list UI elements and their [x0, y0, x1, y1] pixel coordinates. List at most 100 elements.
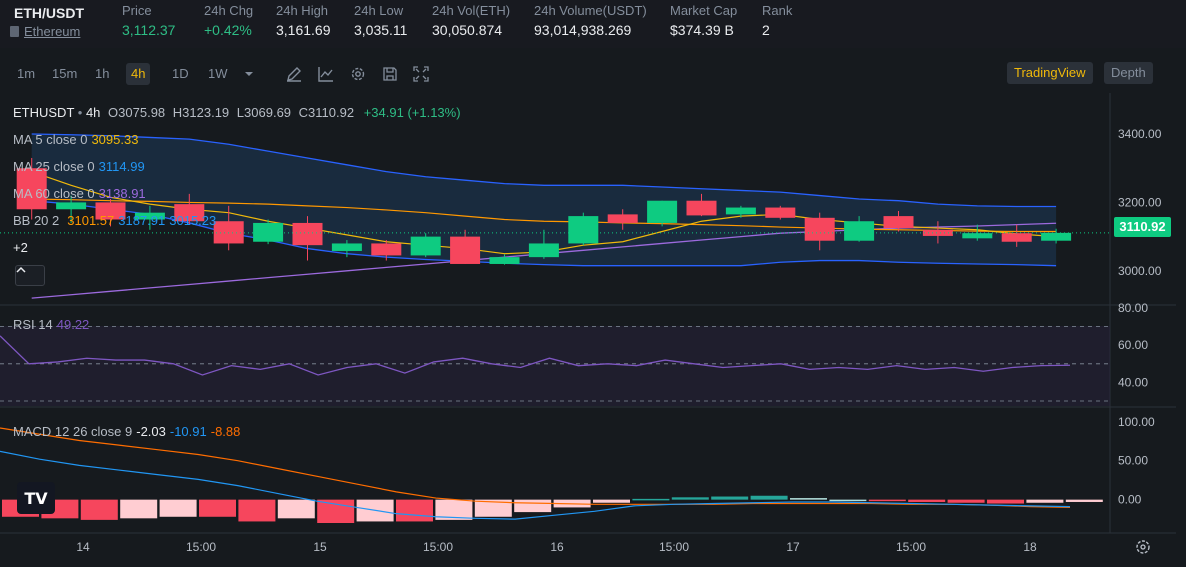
stat-24h-vol-eth: 24h Vol(ETH) 30,050.874 — [432, 3, 511, 38]
macd-tick-label: 50.00 — [1118, 454, 1148, 468]
stat-price: Price 3,112.37 — [122, 3, 176, 38]
macd-histogram-bar — [1026, 499, 1064, 503]
tab-1h[interactable]: 1h — [95, 66, 110, 81]
macd-histogram-bar — [474, 499, 512, 517]
more-indicators[interactable]: +2 — [13, 240, 28, 255]
gear-inner — [1140, 544, 1146, 550]
macd-tick-label: 100.00 — [1118, 415, 1155, 429]
candle-body — [962, 233, 993, 239]
macd-histogram-bar — [1065, 499, 1103, 502]
time-tick-label: 17 — [786, 540, 800, 554]
dropdown-caret-icon[interactable] — [240, 65, 258, 83]
rsi-legend: RSI 14 49.22 — [13, 317, 90, 332]
macd-legend: MACD 12 26 close 9 -2.03 -10.91 -8.88 — [13, 424, 241, 439]
candle-body — [725, 207, 756, 215]
legend-symbol: ETHUSDT — [13, 105, 75, 120]
bb-legend: BB 20 2 3101.57 3187.91 3015.23 — [13, 213, 217, 228]
candle-body — [607, 214, 638, 223]
candle-body — [528, 243, 559, 258]
macd-histogram-bar — [671, 497, 709, 500]
legend-low: 3069.69 — [244, 105, 292, 120]
candle-body — [253, 222, 284, 242]
candle-body — [647, 200, 678, 223]
save-icon[interactable] — [381, 65, 399, 83]
ticker-bar: ETH/USDT Ethereum Price 3,112.37 24h Chg +… — [0, 0, 1186, 48]
ma25-legend: MA 25 close 0 3114.99 — [13, 159, 145, 174]
time-tick-label: 15:00 — [423, 540, 453, 554]
candle-body — [922, 229, 953, 236]
legend-open: 3075.98 — [118, 105, 166, 120]
tab-1d[interactable]: 1D — [172, 66, 189, 81]
candle-body — [56, 202, 87, 210]
macd-line — [0, 450, 1071, 520]
legend-interval: 4h — [85, 105, 101, 120]
macd-histogram-bar — [632, 498, 670, 501]
time-tick-label: 18 — [1023, 540, 1037, 554]
macd-histogram-bar — [908, 499, 946, 502]
macd-histogram-bar — [790, 498, 827, 500]
rsi-tick-label: 40.00 — [1118, 375, 1148, 389]
tab-1w[interactable]: 1W — [208, 66, 228, 81]
fullscreen-icon[interactable] — [412, 65, 430, 83]
gear-icon[interactable] — [349, 65, 367, 83]
chevron-up-icon — [16, 266, 26, 273]
pencil-icon[interactable] — [285, 65, 303, 83]
macd-histogram-bar — [711, 496, 749, 500]
macd-histogram-bar — [987, 499, 1024, 504]
rsi-line — [0, 335, 1071, 376]
candle-body — [292, 222, 323, 246]
candle-body — [331, 243, 362, 251]
chart-area[interactable]: 3400.00 3200.00 3000.00 80.00 60.00 40.00 100.… — [0, 93, 1176, 567]
candle-body — [844, 221, 875, 241]
candle-body — [568, 216, 599, 244]
ma60-legend: MA 60 close 0 3138.91 — [13, 186, 146, 201]
candle-body — [134, 212, 165, 220]
candle-body — [1041, 232, 1072, 241]
tab-1m[interactable]: 1m — [17, 66, 36, 81]
macd-signal-line — [0, 427, 1071, 509]
coin-name[interactable]: Ethereum — [24, 24, 81, 39]
tab-15m[interactable]: 15m — [52, 66, 78, 81]
candle-body — [95, 202, 126, 220]
candle-body — [804, 217, 835, 241]
candle-body — [371, 243, 402, 256]
line-chart-icon[interactable] — [317, 65, 335, 83]
rsi-tick-label: 60.00 — [1118, 338, 1148, 352]
axis-settings-icon[interactable] — [1136, 540, 1150, 554]
ma25-line — [31, 198, 1057, 233]
candle-body — [489, 257, 520, 264]
rsi-tick-label: 80.00 — [1118, 301, 1148, 315]
candle-body — [410, 236, 441, 256]
ma5-legend: MA 5 close 0 3095.33 — [13, 132, 139, 147]
candle-body — [450, 236, 481, 264]
stat-24h-vol-usdt: 24h Volume(USDT) 93,014,938.269 — [534, 3, 647, 38]
time-tick-label: 15 — [313, 540, 327, 554]
book-icon — [10, 26, 19, 37]
candle-body — [765, 207, 796, 218]
candle-body — [686, 200, 717, 216]
tradingview-logo[interactable]: TV — [17, 482, 55, 514]
bb-lower-line — [31, 200, 1057, 267]
time-tick-label: 15:00 — [659, 540, 689, 554]
candle-body — [213, 221, 244, 244]
chart-canvas[interactable]: 3400.00 3200.00 3000.00 80.00 60.00 40.00 100.… — [0, 93, 1176, 567]
rsi-band-fill — [0, 326, 1110, 406]
price-tick-label: 3200.00 — [1118, 195, 1162, 209]
time-tick-label: 15:00 — [896, 540, 926, 554]
macd-histogram-bar — [317, 499, 355, 523]
tab-4h[interactable]: 4h — [126, 63, 151, 85]
bb-upper-line — [31, 133, 1057, 208]
legend-close: 3110.92 — [308, 105, 355, 120]
macd-histogram-bar — [396, 499, 433, 522]
time-tick-label: 15:00 — [186, 540, 216, 554]
coin-info-link[interactable]: Ethereum — [10, 24, 80, 39]
chart-toolbar: 1m 15m 1h 4h 1D 1W TradingView Depth — [0, 56, 1176, 90]
gear-outer — [1136, 540, 1150, 554]
tab-depth[interactable]: Depth — [1104, 62, 1153, 84]
stat-rank: Rank 2 — [762, 3, 793, 38]
legend-change: +34.91 (+1.13%) — [363, 105, 461, 120]
macd-histogram-bar — [120, 499, 158, 519]
collapse-legend-button[interactable] — [15, 265, 45, 286]
tab-tradingview[interactable]: TradingView — [1007, 62, 1093, 84]
price-tick-label: 3400.00 — [1118, 127, 1162, 141]
